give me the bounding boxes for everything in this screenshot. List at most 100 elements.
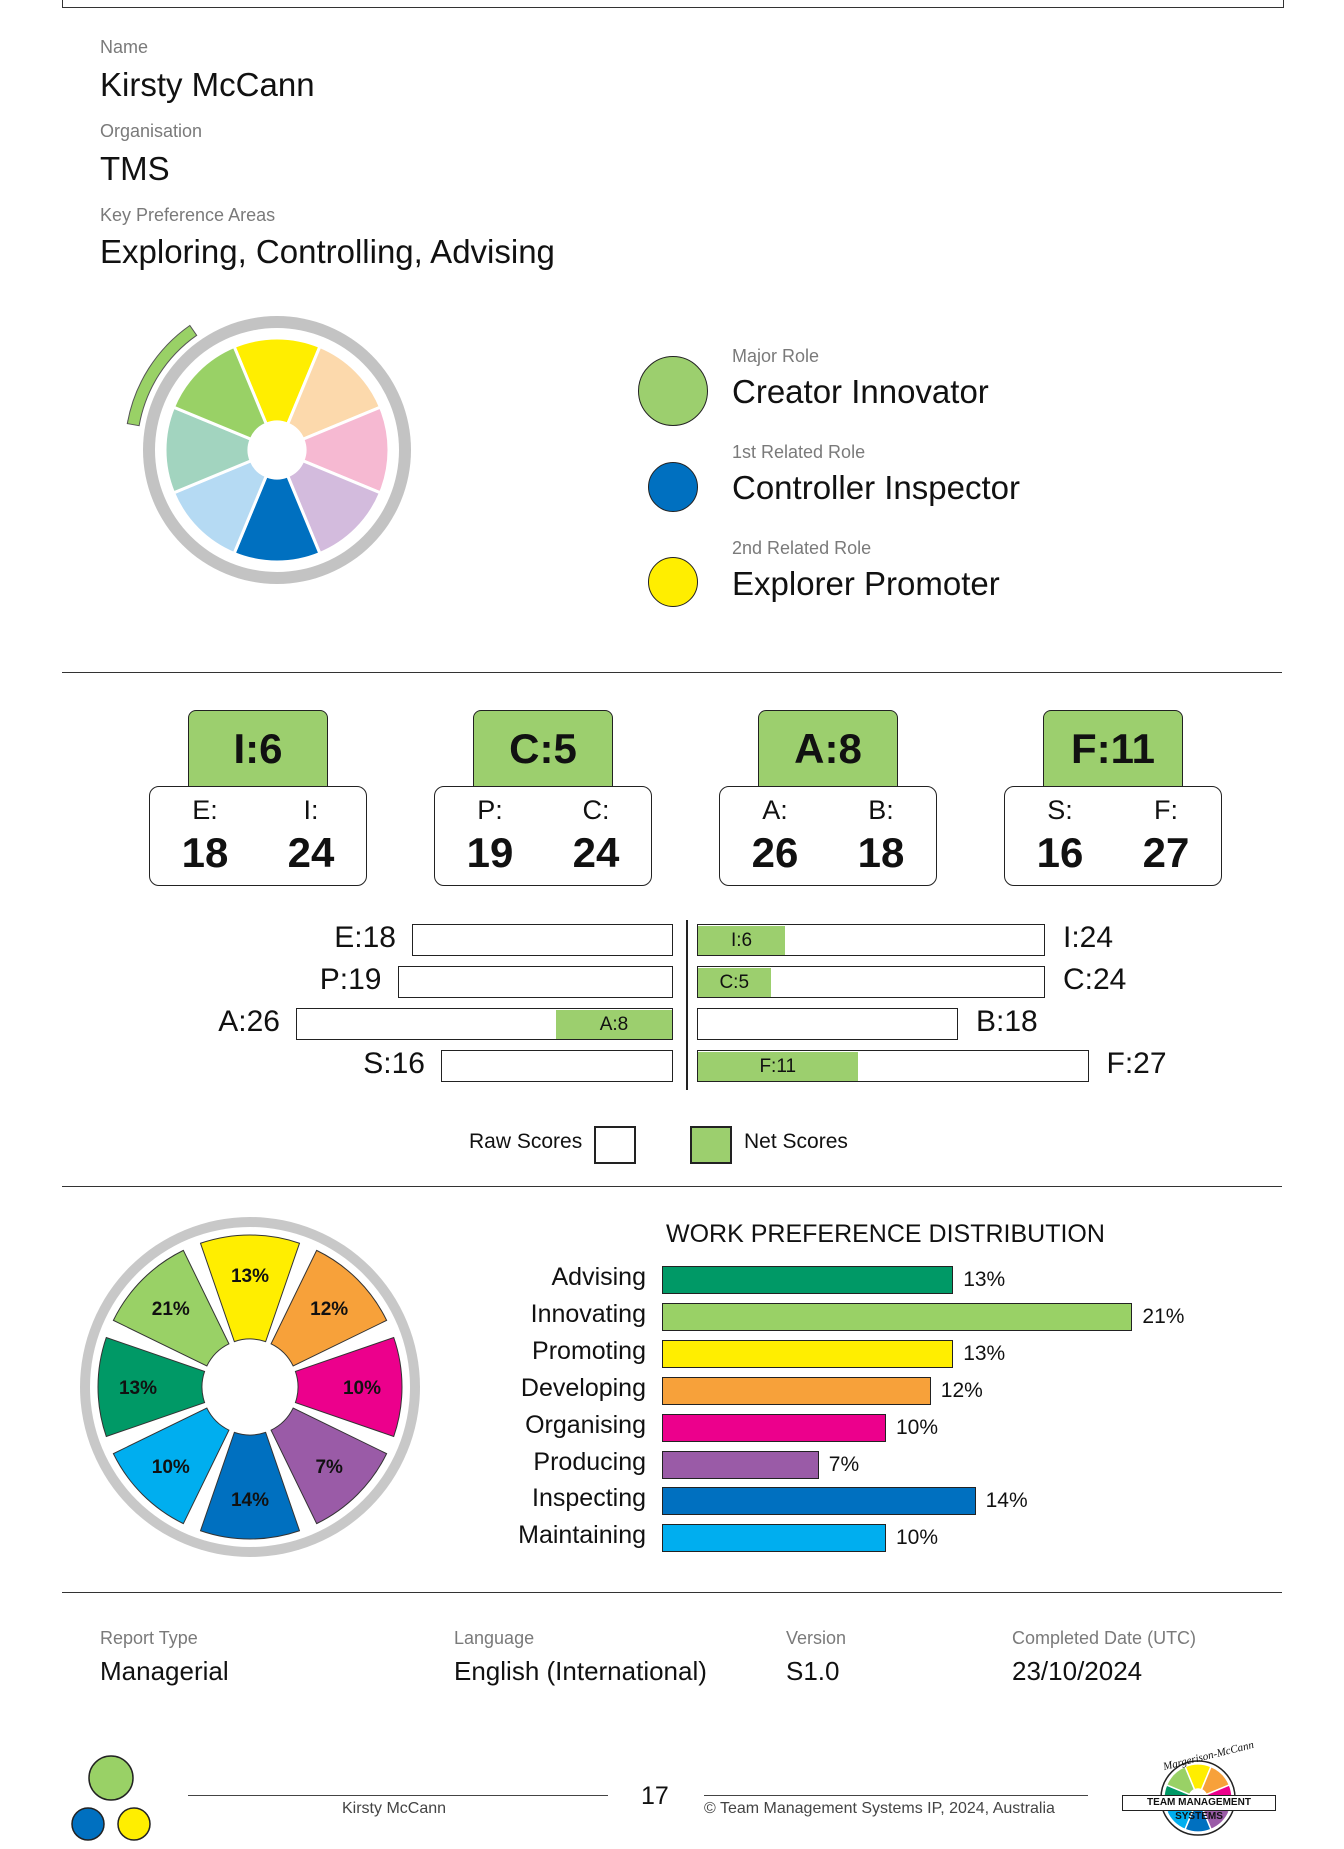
footer-name: Kirsty McCann — [342, 1800, 447, 1817]
score-value: 24 — [572, 829, 620, 876]
category-label: Advising — [551, 1263, 647, 1291]
divider — [62, 1186, 1282, 1187]
score-key: B: — [868, 795, 894, 825]
tms-dots-logo — [71, 1755, 151, 1841]
net-tab-1: I:6 — [188, 710, 328, 788]
name-label: Name — [100, 37, 149, 57]
wheel-segment — [112, 1407, 230, 1525]
score-box-2: P: C: 19 24 — [434, 786, 652, 886]
net-bar: C:5 — [698, 967, 771, 997]
major-role-name: Creator Innovator — [732, 373, 989, 410]
footer-line-right — [704, 1795, 1088, 1796]
role-wheel — [126, 316, 411, 584]
net-bar: A:8 — [556, 1009, 672, 1039]
kpa-value: Exploring, Controlling, Advising — [100, 233, 555, 270]
score-key: A: — [762, 795, 788, 825]
role-wheel-segment — [232, 473, 322, 564]
wheel-segment — [270, 1407, 388, 1525]
related-role-1-label: 1st Related Role — [732, 442, 866, 462]
category-label: Maintaining — [518, 1521, 646, 1550]
score-value: 16 — [1036, 829, 1084, 876]
score-value: 24 — [287, 829, 335, 876]
category-bar — [662, 1302, 1133, 1331]
report-type-value: Managerial — [100, 1656, 229, 1686]
score-value: 27 — [1142, 829, 1190, 876]
raw-label-right: F:27 — [1106, 1047, 1167, 1080]
category-bar — [662, 1339, 954, 1368]
name-value: Kirsty McCann — [100, 66, 315, 103]
page-number: 17 — [641, 1782, 669, 1810]
score-box-4: S: F: 16 27 — [1004, 786, 1222, 886]
role-wheel-segment — [163, 405, 254, 495]
category-label: Organising — [525, 1410, 646, 1439]
category-label: Inspecting — [532, 1484, 646, 1513]
role-wheel-segment — [171, 344, 269, 442]
score-key: F: — [1154, 795, 1178, 825]
score-box-3: A: B: 26 18 — [719, 786, 937, 886]
language-label: Language — [454, 1628, 535, 1648]
wheel-segment-label: 7% — [315, 1457, 343, 1478]
wheel-segment-label: 10% — [343, 1378, 381, 1399]
category-bar — [662, 1376, 931, 1405]
raw-label-right: I:24 — [1063, 921, 1114, 954]
report-type-label: Report Type — [100, 1628, 198, 1648]
score-key: C: — [582, 795, 610, 825]
legend-net-swatch — [690, 1126, 732, 1164]
category-value: 10% — [896, 1526, 939, 1550]
legend-raw-swatch — [594, 1126, 636, 1164]
top-frame — [62, 0, 1284, 8]
wheel-segment — [294, 1336, 403, 1438]
net-bar: I:6 — [698, 925, 785, 955]
category-bar — [662, 1450, 819, 1479]
raw-label-left: E:18 — [334, 921, 396, 954]
category-value: 12% — [940, 1378, 983, 1402]
kpa-label: Key Preference Areas — [100, 205, 276, 225]
major-role-arc — [126, 324, 198, 427]
category-bar — [662, 1266, 954, 1294]
legend-raw-label: Raw Scores — [469, 1130, 583, 1153]
role-wheel-segment — [232, 336, 322, 427]
wheel-segment-label: 10% — [152, 1457, 190, 1478]
category-label: Promoting — [532, 1336, 646, 1365]
major-role-label: Major Role — [732, 346, 820, 366]
score-value: 19 — [466, 829, 514, 876]
score-value: 18 — [857, 829, 905, 876]
org-value: TMS — [100, 150, 170, 187]
raw-bar-right — [697, 1008, 958, 1040]
major-role-dot — [638, 356, 708, 426]
category-value: 13% — [963, 1341, 1006, 1365]
category-label: Developing — [520, 1373, 646, 1402]
category-value: 13% — [963, 1268, 1006, 1291]
raw-label-left: S:16 — [363, 1047, 425, 1080]
date-value: 23/10/2024 — [1012, 1656, 1143, 1686]
related-role-1-name: Controller Inspector — [732, 469, 1020, 506]
related-role-2-label: 2nd Related Role — [732, 538, 872, 558]
wheel-segment-label: 13% — [231, 1266, 269, 1287]
wheel-segment — [270, 1249, 388, 1367]
footer-copyright: © Team Management Systems IP, 2024, Aust… — [704, 1800, 1055, 1817]
category-label: Producing — [533, 1447, 646, 1476]
score-key: I: — [303, 795, 319, 825]
divider — [62, 1592, 1282, 1593]
raw-label-right: B:18 — [976, 1005, 1038, 1038]
role-wheel-segment — [300, 405, 391, 495]
score-key: P: — [477, 795, 503, 825]
category-value: 7% — [828, 1452, 860, 1476]
wheel-segment — [199, 1431, 301, 1540]
net-tab-3: A:8 — [758, 710, 898, 788]
net-tab-2: C:5 — [473, 710, 613, 788]
legend-net-label: Net Scores — [744, 1130, 848, 1153]
wheel-segment-label: 14% — [231, 1490, 269, 1511]
score-box-1: E: I: 18 24 — [149, 786, 367, 886]
language-value: English (International) — [454, 1656, 707, 1686]
date-label: Completed Date (UTC) — [1012, 1628, 1197, 1648]
category-label: Innovating — [530, 1299, 646, 1328]
score-key: E: — [192, 795, 218, 825]
version-value: S1.0 — [786, 1656, 840, 1686]
chart-title: WORK PREFERENCE DISTRIBUTION — [666, 1220, 1105, 1248]
related-role-2-dot — [648, 557, 698, 607]
raw-label-left: A:26 — [218, 1005, 280, 1038]
raw-label-left: P:19 — [319, 963, 382, 996]
work-preference-wheel: 13% 12% 10% 7% 14% 10% 13% 21% — [80, 1217, 420, 1557]
version-label: Version — [786, 1628, 847, 1648]
